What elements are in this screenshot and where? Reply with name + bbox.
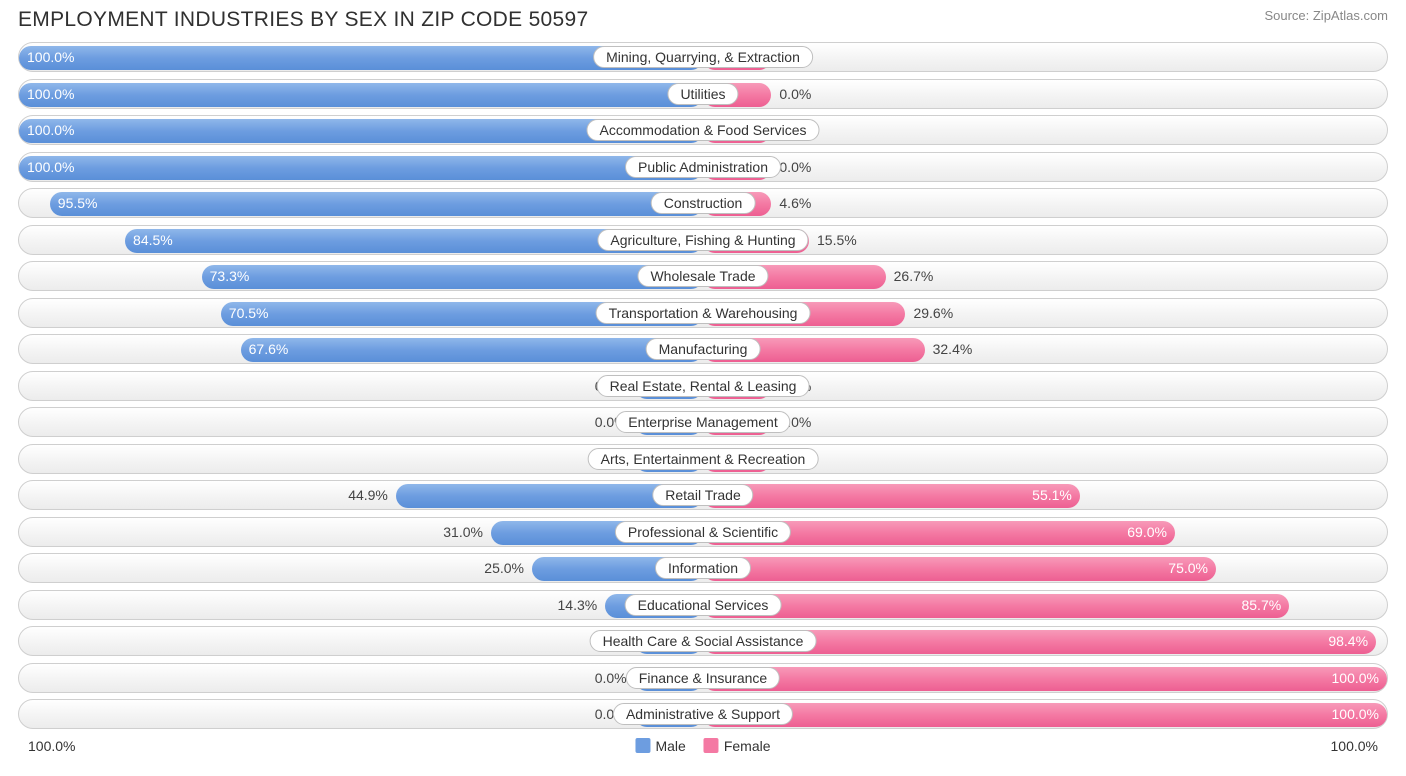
male-bar [241, 338, 703, 362]
category-label: Accommodation & Food Services [587, 119, 820, 141]
female-pct-label: 75.0% [1168, 560, 1208, 576]
chart-footer: 100.0% Male Female 100.0% [0, 736, 1406, 764]
female-pct-label: 29.6% [913, 305, 953, 321]
chart-row: 100.0%0.0%Accommodation & Food Services [18, 115, 1388, 145]
male-bar [50, 192, 703, 216]
male-pct-label: 100.0% [27, 122, 74, 138]
female-pct-label: 100.0% [1332, 706, 1379, 722]
chart-header: EMPLOYMENT INDUSTRIES BY SEX IN ZIP CODE… [0, 0, 1406, 36]
chart-row: 70.5% 29.6% Transportation & Warehousing [18, 298, 1388, 328]
male-pct-label: 44.9% [348, 487, 388, 503]
male-bar [19, 83, 703, 107]
legend-female: Female [704, 738, 771, 754]
chart-row: 100.0% 0.0%Public Administration [18, 152, 1388, 182]
category-label: Professional & Scientific [615, 521, 791, 543]
axis-right-label: 100.0% [1331, 738, 1378, 754]
category-label: Real Estate, Rental & Leasing [597, 375, 810, 397]
male-pct-label: 100.0% [27, 159, 74, 175]
female-pct-label: 69.0% [1127, 524, 1167, 540]
category-label: Finance & Insurance [626, 667, 780, 689]
male-pct-label: 84.5% [133, 232, 173, 248]
chart-row: 0.0%0.0%Real Estate, Rental & Leasing [18, 371, 1388, 401]
category-label: Construction [651, 192, 756, 214]
category-label: Arts, Entertainment & Recreation [588, 448, 819, 470]
axis-left-label: 100.0% [28, 738, 75, 754]
legend-male: Male [635, 738, 685, 754]
female-pct-label: 4.6% [779, 195, 811, 211]
male-pct-label: 70.5% [229, 305, 269, 321]
male-pct-label: 67.6% [249, 341, 289, 357]
chart-row: 14.3% 85.7% Educational Services [18, 590, 1388, 620]
male-pct-label: 14.3% [558, 597, 598, 613]
female-pct-label: 100.0% [1332, 670, 1379, 686]
male-pct-label: 0.0% [595, 670, 627, 686]
female-bar [703, 667, 1387, 691]
chart-row: 100.0%0.0%Mining, Quarrying, & Extractio… [18, 42, 1388, 72]
male-pct-label: 25.0% [484, 560, 524, 576]
chart-source: Source: ZipAtlas.com [1264, 8, 1388, 23]
chart-row: 100.0% 0.0% Utilities [18, 79, 1388, 109]
female-pct-label: 15.5% [817, 232, 857, 248]
chart-row: 44.9% 55.1% Retail Trade [18, 480, 1388, 510]
category-label: Information [655, 557, 751, 579]
category-label: Health Care & Social Assistance [590, 630, 817, 652]
legend-female-label: Female [724, 738, 771, 754]
category-label: Enterprise Management [615, 411, 790, 433]
category-label: Manufacturing [646, 338, 761, 360]
female-pct-label: 55.1% [1032, 487, 1072, 503]
female-bar [703, 484, 1080, 508]
legend: Male Female [635, 738, 770, 754]
female-pct-label: 32.4% [933, 341, 973, 357]
chart-row: 25.0% 75.0% Information [18, 553, 1388, 583]
female-bar [703, 594, 1289, 618]
category-label: Wholesale Trade [637, 265, 768, 287]
male-bar [202, 265, 703, 289]
chart-title: EMPLOYMENT INDUSTRIES BY SEX IN ZIP CODE… [18, 8, 588, 32]
category-label: Transportation & Warehousing [596, 302, 811, 324]
chart-row: 1.6%98.4%Health Care & Social Assistance [18, 626, 1388, 656]
male-pct-label: 100.0% [27, 49, 74, 65]
category-label: Utilities [667, 83, 738, 105]
category-label: Retail Trade [652, 484, 753, 506]
category-label: Agriculture, Fishing & Hunting [597, 229, 808, 251]
male-pct-label: 95.5% [58, 195, 98, 211]
chart-row: 73.3% 26.7% Wholesale Trade [18, 261, 1388, 291]
male-pct-label: 73.3% [210, 268, 250, 284]
female-bar [703, 557, 1216, 581]
category-label: Administrative & Support [613, 703, 793, 725]
male-pct-label: 31.0% [443, 524, 483, 540]
chart-body: 100.0% 0.0% Mining, Quarrying, & Extractio… [0, 36, 1406, 729]
category-label: Public Administration [625, 156, 781, 178]
chart-row: 0.0%100.0%Administrative & Support [18, 699, 1388, 729]
female-bar [703, 703, 1387, 727]
category-label: Educational Services [625, 594, 782, 616]
chart-row: 0.0%0.0%Arts, Entertainment & Recreation [18, 444, 1388, 474]
female-pct-label: 0.0% [779, 159, 811, 175]
female-pct-label: 98.4% [1328, 633, 1368, 649]
legend-female-swatch [704, 738, 719, 753]
male-bar [19, 156, 703, 180]
chart-row: 84.5% 15.5% Agriculture, Fishing & Hunting [18, 225, 1388, 255]
category-label: Mining, Quarrying, & Extraction [593, 46, 813, 68]
chart-row: 0.0% 100.0% Finance & Insurance [18, 663, 1388, 693]
legend-male-swatch [635, 738, 650, 753]
chart-row: 0.0%0.0%Enterprise Management [18, 407, 1388, 437]
chart-row: 67.6% 32.4% Manufacturing [18, 334, 1388, 364]
male-pct-label: 100.0% [27, 86, 74, 102]
female-pct-label: 0.0% [779, 86, 811, 102]
legend-male-label: Male [655, 738, 685, 754]
chart-row: 31.0% 69.0% Professional & Scientific [18, 517, 1388, 547]
female-pct-label: 85.7% [1241, 597, 1281, 613]
chart-row: 95.5% 4.6% Construction [18, 188, 1388, 218]
female-pct-label: 26.7% [894, 268, 934, 284]
